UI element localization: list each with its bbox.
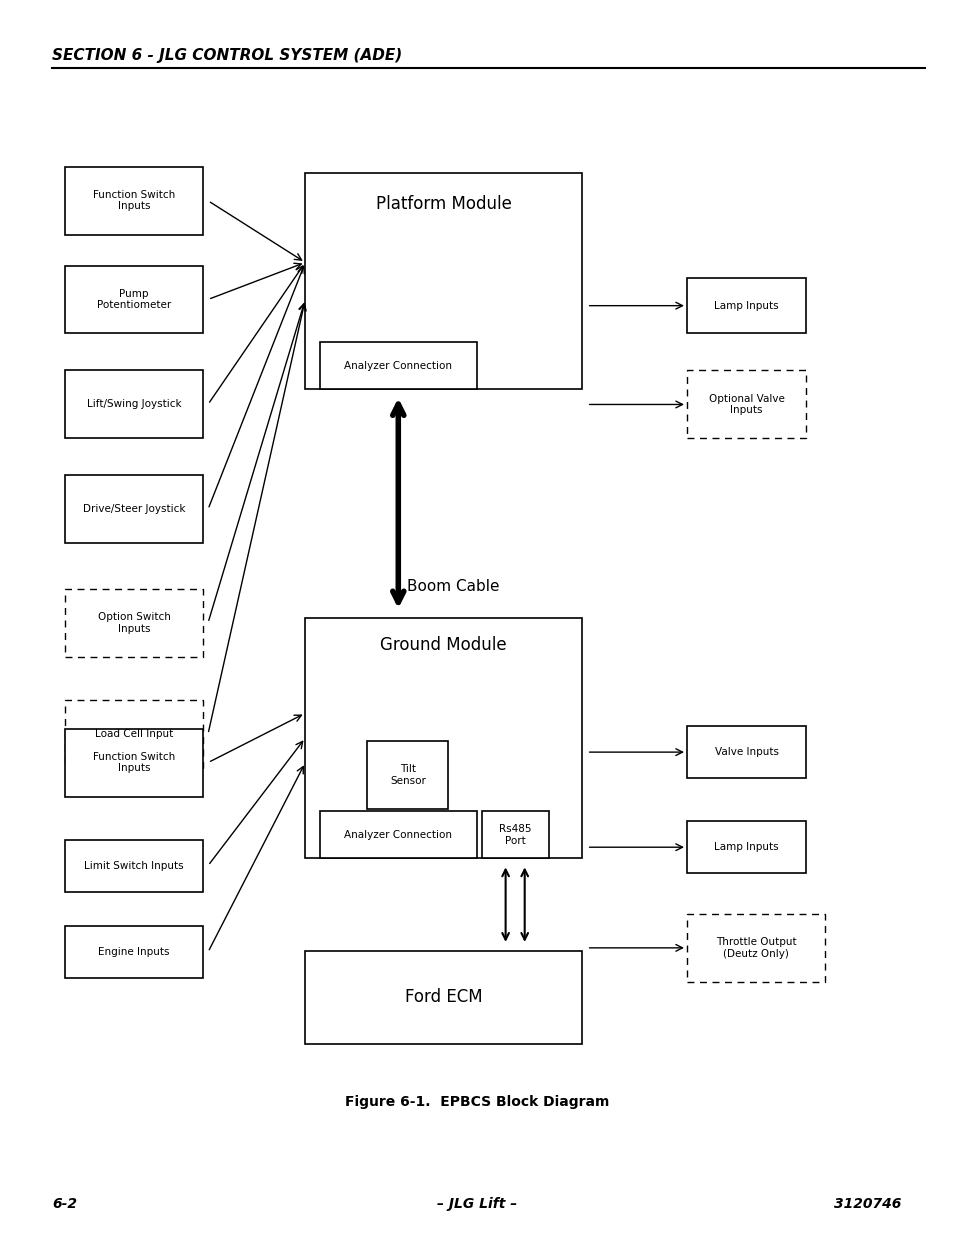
Text: Tilt
Sensor: Tilt Sensor: [390, 764, 425, 785]
Bar: [319, 342, 476, 389]
Text: Platform Module: Platform Module: [375, 195, 511, 212]
Text: Lift/Swing Joystick: Lift/Swing Joystick: [87, 399, 181, 410]
Text: Engine Inputs: Engine Inputs: [98, 947, 170, 957]
Text: Load Cell Input: Load Cell Input: [94, 729, 173, 740]
Bar: [305, 173, 581, 389]
Text: Function Switch
Inputs: Function Switch Inputs: [92, 190, 175, 211]
Text: Analyzer Connection: Analyzer Connection: [344, 361, 452, 370]
Text: Optional Valve
Inputs: Optional Valve Inputs: [708, 394, 783, 415]
Text: – JLG Lift –: – JLG Lift –: [436, 1197, 517, 1212]
Text: 6-2: 6-2: [52, 1197, 77, 1212]
Bar: [686, 726, 805, 778]
Bar: [305, 951, 581, 1044]
Bar: [686, 370, 805, 438]
Text: SECTION 6 - JLG CONTROL SYSTEM (ADE): SECTION 6 - JLG CONTROL SYSTEM (ADE): [52, 48, 402, 63]
Bar: [65, 926, 203, 978]
Bar: [481, 811, 548, 858]
Text: Drive/Steer Joystick: Drive/Steer Joystick: [83, 504, 185, 515]
Bar: [686, 821, 805, 873]
Text: Throttle Output
(Deutz Only): Throttle Output (Deutz Only): [715, 937, 796, 958]
Bar: [65, 475, 203, 543]
Bar: [65, 370, 203, 438]
Text: Lamp Inputs: Lamp Inputs: [714, 842, 778, 852]
Text: Ground Module: Ground Module: [380, 636, 506, 653]
Text: Analyzer Connection: Analyzer Connection: [344, 830, 452, 840]
Bar: [65, 729, 203, 797]
Text: Valve Inputs: Valve Inputs: [714, 747, 778, 757]
Text: Figure 6-1.  EPBCS Block Diagram: Figure 6-1. EPBCS Block Diagram: [344, 1094, 609, 1109]
Bar: [686, 914, 824, 982]
Text: Lamp Inputs: Lamp Inputs: [714, 300, 778, 311]
Bar: [305, 618, 581, 858]
Text: Limit Switch Inputs: Limit Switch Inputs: [84, 861, 184, 871]
Text: Boom Cable: Boom Cable: [407, 579, 498, 594]
Bar: [65, 266, 203, 333]
Bar: [65, 167, 203, 235]
Text: Function Switch
Inputs: Function Switch Inputs: [92, 752, 175, 773]
Text: 3120746: 3120746: [833, 1197, 901, 1212]
Bar: [65, 589, 203, 657]
Bar: [686, 278, 805, 333]
Bar: [319, 811, 476, 858]
Text: Rs485
Port: Rs485 Port: [498, 824, 531, 846]
Text: Pump
Potentiometer: Pump Potentiometer: [97, 289, 171, 310]
Bar: [367, 741, 448, 809]
Text: Option Switch
Inputs: Option Switch Inputs: [97, 613, 171, 634]
Bar: [65, 840, 203, 892]
Bar: [65, 700, 203, 768]
Text: Ford ECM: Ford ECM: [404, 988, 482, 1007]
